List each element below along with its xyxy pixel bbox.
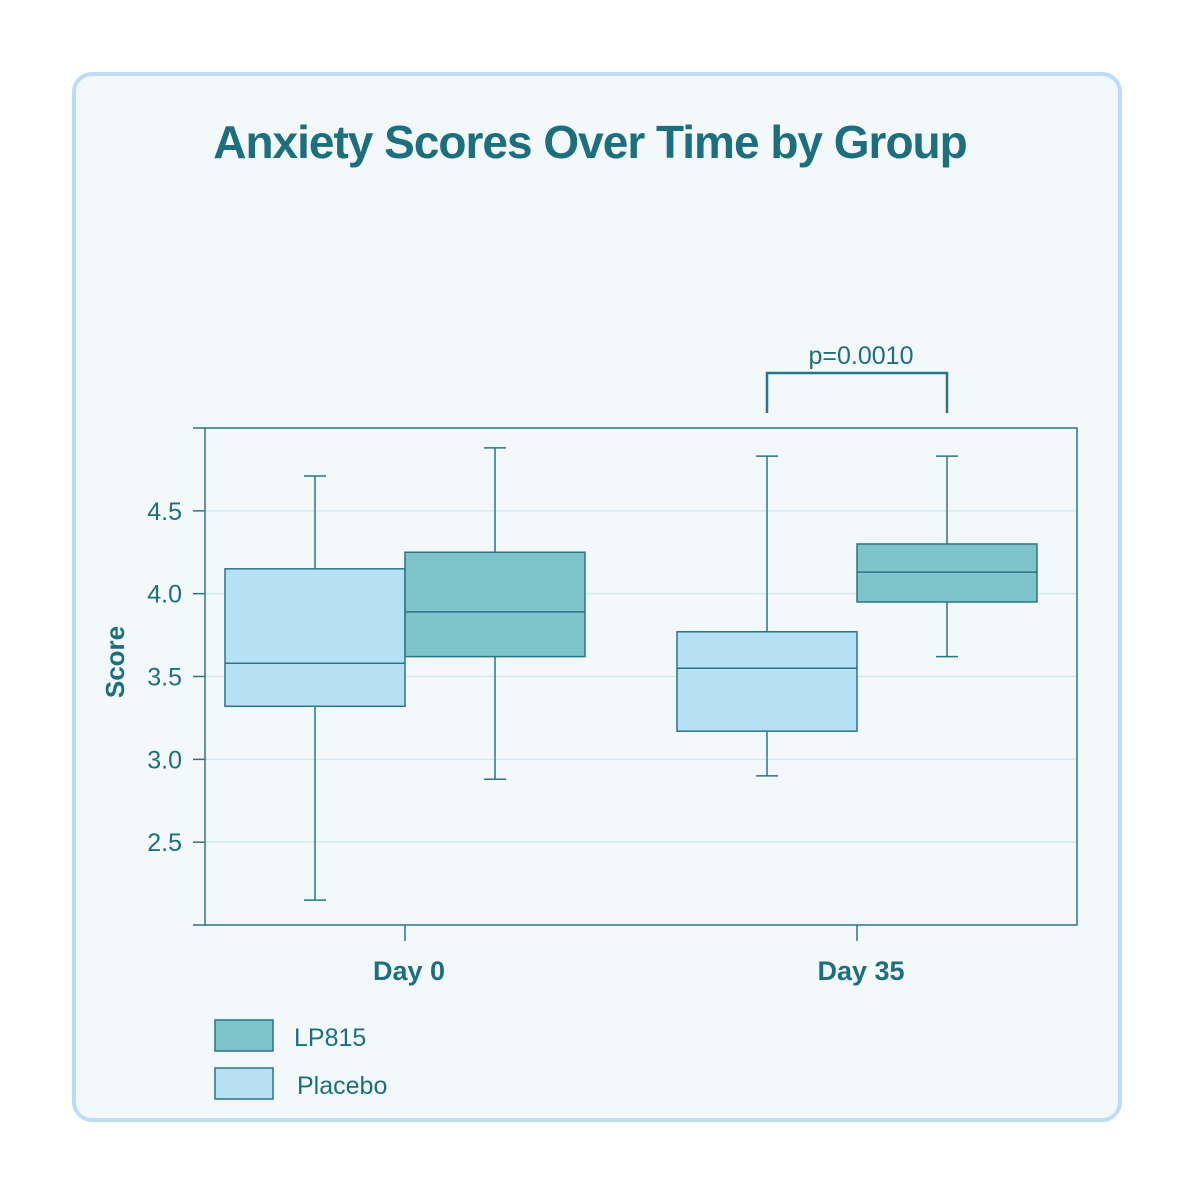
box-iqr	[856, 543, 1038, 603]
y-tick-label: 3.5	[147, 664, 182, 692]
legend-swatch-placebo	[214, 1067, 274, 1100]
y-axis-label: Score	[100, 626, 130, 698]
x-category-label: Day 35	[817, 956, 904, 986]
axes: 2.5 3.0 3.5 4.0 4.5 Day 0 Day 35	[147, 427, 1078, 986]
box-lp815-day-0	[404, 447, 586, 780]
box-placebo-day-35	[676, 455, 858, 777]
p-value-label: p=0.0010	[809, 342, 914, 370]
legend: LP815 Placebo	[214, 1019, 387, 1100]
legend-label-placebo: Placebo	[297, 1072, 387, 1100]
box-iqr	[676, 631, 858, 732]
box-placebo-day-0	[224, 475, 406, 901]
y-tick-label: 4.5	[147, 498, 182, 526]
legend-swatch-lp815	[214, 1019, 274, 1052]
legend-label-lp815: LP815	[294, 1024, 366, 1052]
y-tick-label: 4.0	[147, 581, 182, 609]
box-series	[224, 447, 1038, 901]
y-tick-label: 2.5	[147, 829, 182, 857]
annotations: p=0.0010	[765, 342, 949, 413]
box-iqr	[404, 551, 586, 658]
chart-title: Anxiety Scores Over Time by Group	[213, 116, 967, 168]
y-tick-label: 3.0	[147, 746, 182, 774]
x-category-label: Day 0	[373, 956, 445, 986]
significance-bracket	[765, 371, 949, 413]
box-lp815-day-35	[856, 455, 1038, 658]
box-iqr	[224, 568, 406, 708]
